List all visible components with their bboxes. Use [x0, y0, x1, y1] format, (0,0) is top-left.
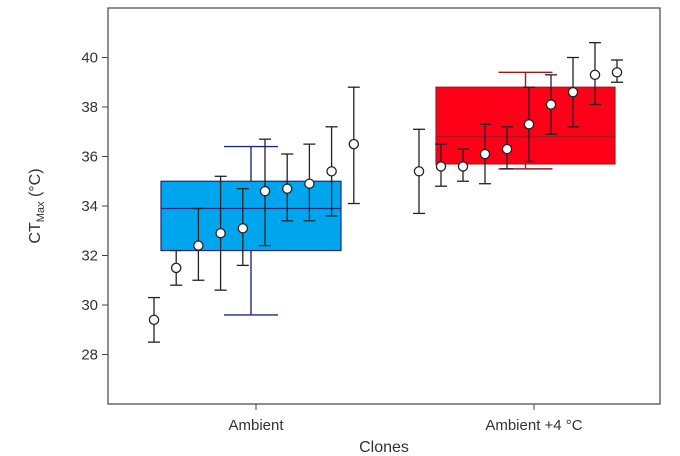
x-axis-title: Clones	[359, 439, 409, 456]
y-axis-title-sub: Max	[35, 201, 47, 222]
clone-mean-point	[304, 178, 315, 189]
x-tick-label: Ambient	[228, 417, 284, 434]
y-axis-title-main: CT	[27, 222, 44, 244]
clone-mean-point	[523, 119, 535, 130]
boxes	[160, 71, 616, 316]
y-tick-label: 28	[81, 347, 98, 364]
clone-mean-point	[545, 99, 557, 110]
clone-mean-point	[479, 148, 491, 160]
y-tick-label: 30	[81, 297, 98, 314]
clone-means	[148, 67, 623, 326]
x-axis: Ambient Ambient +4 °C	[228, 404, 583, 434]
clone-mean-point	[589, 69, 601, 81]
y-axis: 28 30 32 34 36 38 40	[81, 50, 108, 364]
y-tick-label: 32	[81, 248, 98, 265]
clone-mean-point	[148, 314, 160, 326]
clone-mean-point	[435, 161, 447, 172]
clone-mean-point	[567, 86, 579, 98]
clone-mean-point	[170, 262, 182, 274]
clone-mean-point	[215, 227, 226, 239]
clone-mean-point	[259, 185, 271, 197]
clone-mean-point	[611, 67, 623, 78]
clone-mean-point	[326, 166, 337, 177]
y-axis-title-unit: (°C)	[27, 168, 44, 201]
clone-mean-point	[348, 138, 360, 150]
y-tick-label: 38	[81, 99, 98, 116]
box-iqr	[160, 180, 342, 252]
y-tick-label: 40	[81, 50, 98, 67]
clone-mean-point	[501, 143, 513, 155]
clone-mean-point	[413, 166, 425, 177]
clone-error-bars	[148, 42, 623, 343]
clone-mean-point	[457, 161, 469, 172]
x-tick-label: Ambient +4 °C	[485, 417, 582, 434]
y-axis-title: CTMax (°C)	[27, 168, 47, 243]
clone-mean-point	[281, 183, 293, 194]
clone-mean-point	[237, 223, 249, 234]
y-tick-label: 34	[81, 198, 98, 215]
clone-mean-point	[193, 240, 204, 251]
y-tick-label: 36	[81, 149, 98, 166]
